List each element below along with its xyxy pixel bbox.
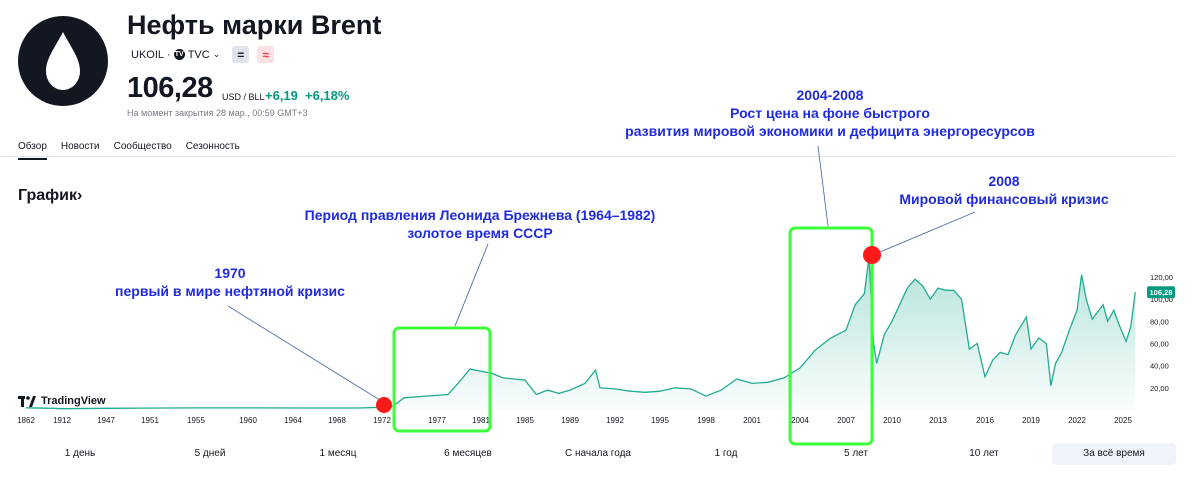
x-tick-label: 1972 [373,416,391,425]
source-label: TVC [187,48,210,61]
ticker-dot: · [167,48,171,61]
last-price-badge [1147,286,1175,299]
highlight-box-brezhnev [392,326,492,433]
approx-button[interactable]: ≈ [257,46,275,63]
chevron-down-icon: ⌄ [212,49,221,59]
range-1y[interactable]: 1 год [714,448,738,459]
price-change-percent: +6,18% [305,88,350,103]
annotation-1970-year: 1970 [214,265,246,281]
annotation-brezhnev: Период правления Леонида Брежнева (1964–… [290,206,670,242]
ticker-chip[interactable]: UKOIL · TV TVC ⌄ [127,47,224,63]
x-tick-label: 2007 [837,416,855,425]
x-tick-label: 1968 [328,416,346,425]
tradingview-logo[interactable]: TradingView [18,395,106,407]
range-1m[interactable]: 1 месяц [319,448,357,459]
x-tick-label: 1912 [53,416,71,425]
x-tick-label: 1981 [472,416,490,425]
y-tick-label: 20,00 [1150,384,1169,393]
x-tick-label: 1964 [284,416,302,425]
oil-drop-icon [46,32,80,90]
x-tick-label: 2004 [791,416,809,425]
price-line [25,256,1136,410]
x-tick-label: 1955 [187,416,205,425]
tab-seasonality[interactable]: Сезонность [185,141,240,152]
highlight-box-2004-2008 [788,226,874,446]
range-5d[interactable]: 5 дней [194,448,226,459]
marker-1972 [376,397,392,413]
x-tick-label: 1985 [516,416,534,425]
range-1d[interactable]: 1 день [64,448,96,459]
graph-title-link[interactable]: График› [18,187,83,204]
annotation-2004-line3: развития мировой экономики и дефицита эн… [625,123,1035,140]
range-ytd[interactable]: С начала года [565,448,631,459]
range-10y[interactable]: 10 лет [969,448,999,459]
annotation-2008-text: Мировой финансовый кризис [899,191,1109,208]
x-tick-label: 1862 [17,416,35,425]
price-change: +6,19 [265,88,298,103]
x-tick-label: 1947 [97,416,115,425]
pointer-line-2004 [817,145,829,227]
price-area [26,257,1136,410]
x-tick-label: 1998 [697,416,715,425]
page-title: Нефть марки Brent [127,10,382,40]
y-tick-label: 100,00 [1150,295,1173,304]
x-tick-label: 2001 [743,416,761,425]
annotation-2004-line1: 2004-2008 [796,87,864,103]
marker-2008 [863,246,881,264]
annotation-1970-text: первый в мире нефтяной кризис [115,283,345,300]
currency-unit: USD / BLL [222,92,265,102]
y-tick-label: 60,00 [1150,340,1169,349]
tradingview-label: TradingView [41,395,106,407]
annotation-brezhnev-line2: золотое время СССР [407,225,553,242]
annotation-2008-year: 2008 [988,173,1020,189]
tradingview-icon [18,395,36,407]
x-tick-label: 1951 [141,416,159,425]
annotation-2004-line2: Рост цена на фоне быстрого [730,105,930,122]
x-tick-label: 1960 [239,416,257,425]
x-tick-label: 1989 [561,416,579,425]
closed-note: На момент закрытия 28 мар., 00:59 GMT+3 [127,108,308,118]
tab-news[interactable]: Новости [60,141,100,152]
y-tick-label: 120,00 [1150,273,1173,282]
range-selector: 1 день 5 дней 1 месяц 6 месяцев С начала… [0,443,1200,467]
tab-overview[interactable]: Обзор [18,141,47,160]
y-tick-label: 40,00 [1150,362,1169,371]
annotation-1970: 1970 первый в мире нефтяной кризис [110,264,350,300]
meta-row: UKOIL · TV TVC ⌄ = ≈ [127,46,275,63]
tab-community[interactable]: Сообщество [113,141,172,152]
x-tick-label: 2019 [1022,416,1040,425]
range-all[interactable]: За всё время [1052,443,1176,465]
range-6m[interactable]: 6 месяцев [444,448,492,459]
x-tick-label: 2016 [976,416,994,425]
annotation-brezhnev-line1: Период правления Леонида Брежнева (1964–… [304,207,656,223]
pointer-line-brezhnev [454,243,489,327]
price-value: 106,28 [127,72,213,104]
x-tick-label: 1995 [651,416,669,425]
x-tick-label: 1992 [606,416,624,425]
pointer-line-1970 [227,305,384,403]
last-price-label: 106,28 [1150,288,1173,297]
range-5y[interactable]: 5 лет [844,448,868,459]
y-tick-label: 80,00 [1150,317,1169,326]
annotation-2008: 2008 Мировой финансовый кризис [890,172,1118,208]
tabs-divider [0,156,1175,157]
x-tick-label: 1977 [428,416,446,425]
equal-button[interactable]: = [232,46,250,63]
ticker-label: UKOIL [131,48,165,61]
tv-icon: TV [173,49,185,60]
tab-bar: Обзор Новости Сообщество Сезонность [18,141,240,160]
x-tick-label: 2022 [1068,416,1086,425]
brent-logo [18,16,108,106]
x-tick-label: 2010 [883,416,901,425]
annotation-2004-2008: 2004-2008 Рост цена на фоне быстрого раз… [610,86,1050,141]
pointer-line-2008 [879,211,976,253]
x-tick-label: 2013 [929,416,947,425]
x-tick-label: 2025 [1114,416,1132,425]
